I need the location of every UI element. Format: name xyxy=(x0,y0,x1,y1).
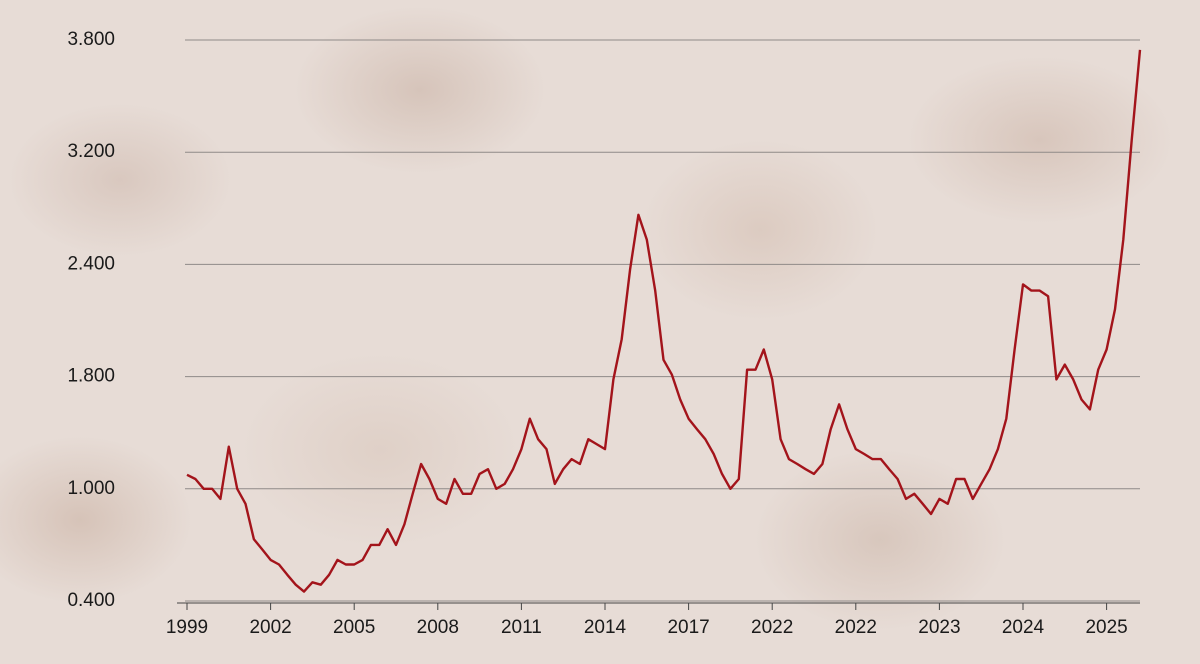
x-tick-label: 1999 xyxy=(166,617,208,638)
x-tick-label: 2014 xyxy=(584,617,627,638)
y-tick-label: 1.800 xyxy=(67,366,115,387)
x-tick-label: 2023 xyxy=(918,617,960,638)
y-tick-label: 3.200 xyxy=(67,141,115,162)
x-tick-label: 2002 xyxy=(249,617,291,638)
x-tick-label: 2008 xyxy=(417,617,459,638)
x-tick-label: 2017 xyxy=(667,617,709,638)
x-tick-label: 2025 xyxy=(1085,617,1127,638)
x-tick-label: 2024 xyxy=(1002,617,1045,638)
y-tick-label: 1.000 xyxy=(67,478,115,499)
y-tick-label: 2.400 xyxy=(67,253,115,274)
x-tick-label: 2022 xyxy=(751,617,793,638)
x-tick-label: 2005 xyxy=(333,617,375,638)
data-line xyxy=(186,49,1142,593)
y-tick-label: 0.400 xyxy=(67,590,115,611)
x-tick-label: 2011 xyxy=(501,617,542,638)
y-tick-label: 3.800 xyxy=(67,29,115,50)
x-tick-label: 2022 xyxy=(835,617,877,638)
